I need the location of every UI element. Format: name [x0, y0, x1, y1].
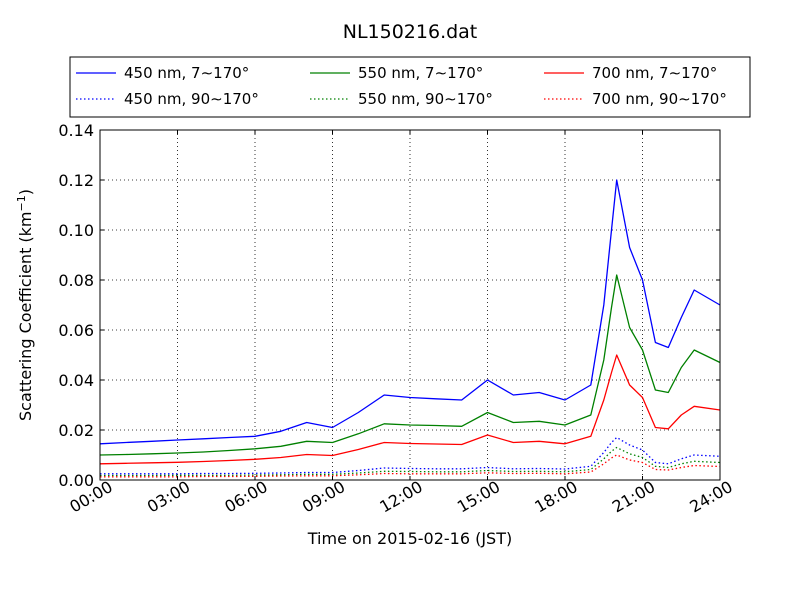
legend-label-4: 550 nm, 90∼170° — [358, 90, 493, 108]
y-tick-labels: 0.00 0.02 0.04 0.06 0.08 0.10 0.12 0.14 — [58, 121, 94, 490]
y-tick-label: 0.10 — [58, 221, 94, 240]
series-line-2 — [100, 436, 721, 475]
legend-label-5: 700 nm, 7∼170° — [592, 64, 717, 82]
y-tick-label: 0.06 — [58, 321, 94, 340]
y-axis-label-superscript: −1 — [15, 195, 28, 211]
legend-label-1: 450 nm, 7∼170° — [124, 64, 249, 82]
chart-title: NL150216.dat — [343, 21, 478, 43]
series-layer — [99, 179, 721, 478]
y-tick-label: 0.12 — [58, 171, 94, 190]
y-tick-label: 0.02 — [58, 421, 94, 440]
legend-box — [69, 56, 751, 118]
y-axis-label: Scattering Coefficient (km−1) — [15, 189, 35, 421]
series-line-6 — [100, 454, 721, 478]
legend: 450 nm, 7∼170° 550 nm, 7∼170° 700 nm, 7∼17… — [76, 64, 727, 108]
y-tick-label: 0.08 — [58, 271, 94, 290]
series-line-1 — [99, 179, 721, 445]
y-axis-label-end: ) — [16, 189, 35, 195]
y-tick-label: 0.04 — [58, 371, 94, 390]
x-axis-label: Time on 2015-02-16 (JST) — [307, 529, 512, 548]
axis-ticks — [99, 129, 721, 481]
y-tick-label: 0.14 — [58, 121, 94, 140]
legend-label-2: 450 nm, 90∼170° — [124, 90, 259, 108]
y-axis-label-main: Scattering Coefficient (km — [16, 211, 35, 421]
series-line-5 — [99, 354, 721, 465]
legend-label-6: 700 nm, 90∼170° — [592, 90, 727, 108]
legend-label-3: 550 nm, 7∼170° — [358, 64, 483, 82]
series-line-4 — [100, 446, 721, 477]
series-line-3 — [99, 274, 721, 456]
y-tick-label: 0.00 — [58, 471, 94, 490]
